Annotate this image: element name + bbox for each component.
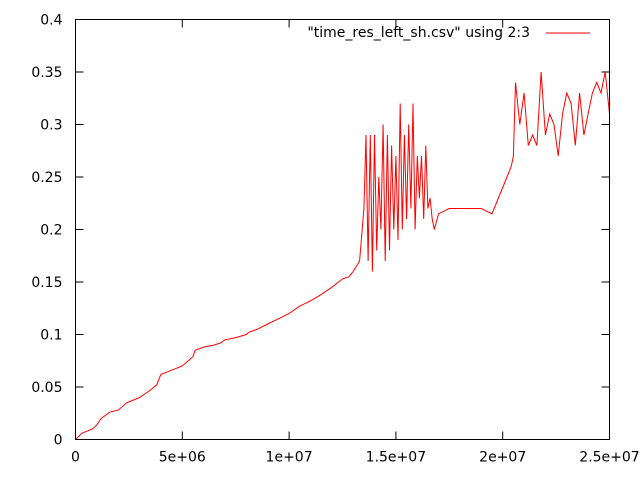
plot-border: [75, 19, 610, 440]
y-tick-label: 0.3: [40, 118, 62, 134]
y-tick-label: 0.25: [31, 170, 62, 186]
y-tick-label: 0.4: [40, 13, 62, 29]
legend-label: "time_res_left_sh.csv" using 2:3: [307, 25, 530, 41]
x-tick-label: 2e+07: [479, 450, 526, 466]
x-tick-labels: 0 5e+06 1e+07 1.5e+07 2e+07 2.5e+07: [71, 450, 640, 466]
y-tick-label: 0.1: [40, 328, 62, 344]
y-tick-labels: 0 0.05 0.1 0.15 0.2 0.25 0.3 0.35 0.4: [31, 13, 62, 449]
x-tick-label: 5e+06: [159, 450, 206, 466]
x-tick-label: 0: [71, 450, 80, 466]
x-tick-label: 1e+07: [266, 450, 313, 466]
y-tick-label: 0.35: [31, 65, 62, 81]
x-tick-label: 2.5e+07: [579, 450, 639, 466]
y-tick-label: 0.05: [31, 380, 62, 396]
y-tick-label: 0.15: [31, 275, 62, 291]
tick-marks: [75, 19, 610, 440]
series-line: [75, 71, 610, 440]
y-tick-label: 0.2: [40, 223, 62, 239]
legend: "time_res_left_sh.csv" using 2:3: [307, 25, 590, 41]
y-tick-label: 0: [54, 433, 63, 449]
x-tick-label: 1.5e+07: [366, 450, 426, 466]
